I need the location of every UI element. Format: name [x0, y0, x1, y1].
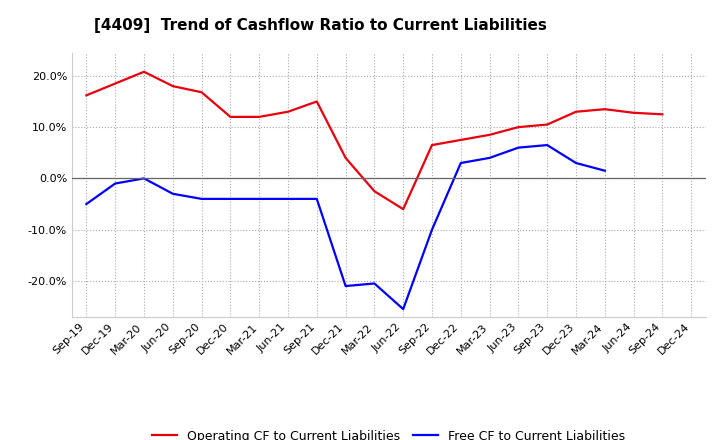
Operating CF to Current Liabilities [543, 122, 552, 127]
Line: Operating CF to Current Liabilities: Operating CF to Current Liabilities [86, 72, 662, 209]
Operating CF to Current Liabilities [255, 114, 264, 120]
Free CF to Current Liabilities [485, 155, 494, 161]
Free CF to Current Liabilities [600, 168, 609, 173]
Line: Free CF to Current Liabilities: Free CF to Current Liabilities [86, 145, 605, 309]
Free CF to Current Liabilities [111, 181, 120, 186]
Free CF to Current Liabilities [370, 281, 379, 286]
Operating CF to Current Liabilities [341, 155, 350, 161]
Operating CF to Current Liabilities [197, 90, 206, 95]
Free CF to Current Liabilities [543, 143, 552, 148]
Free CF to Current Liabilities [140, 176, 148, 181]
Free CF to Current Liabilities [197, 196, 206, 202]
Free CF to Current Liabilities [341, 283, 350, 289]
Operating CF to Current Liabilities [82, 93, 91, 98]
Operating CF to Current Liabilities [226, 114, 235, 120]
Free CF to Current Liabilities [514, 145, 523, 150]
Operating CF to Current Liabilities [399, 206, 408, 212]
Free CF to Current Liabilities [399, 307, 408, 312]
Free CF to Current Liabilities [456, 160, 465, 165]
Free CF to Current Liabilities [312, 196, 321, 202]
Operating CF to Current Liabilities [284, 109, 292, 114]
Free CF to Current Liabilities [572, 160, 580, 165]
Free CF to Current Liabilities [226, 196, 235, 202]
Operating CF to Current Liabilities [572, 109, 580, 114]
Operating CF to Current Liabilities [658, 112, 667, 117]
Free CF to Current Liabilities [428, 227, 436, 232]
Legend: Operating CF to Current Liabilities, Free CF to Current Liabilities: Operating CF to Current Liabilities, Fre… [148, 425, 630, 440]
Operating CF to Current Liabilities [600, 106, 609, 112]
Free CF to Current Liabilities [255, 196, 264, 202]
Operating CF to Current Liabilities [140, 69, 148, 74]
Operating CF to Current Liabilities [456, 137, 465, 143]
Operating CF to Current Liabilities [428, 143, 436, 148]
Operating CF to Current Liabilities [312, 99, 321, 104]
Free CF to Current Liabilities [168, 191, 177, 196]
Operating CF to Current Liabilities [514, 125, 523, 130]
Operating CF to Current Liabilities [168, 84, 177, 89]
Free CF to Current Liabilities [82, 202, 91, 207]
Operating CF to Current Liabilities [111, 81, 120, 86]
Operating CF to Current Liabilities [370, 189, 379, 194]
Free CF to Current Liabilities [284, 196, 292, 202]
Operating CF to Current Liabilities [629, 110, 638, 115]
Operating CF to Current Liabilities [485, 132, 494, 137]
Text: [4409]  Trend of Cashflow Ratio to Current Liabilities: [4409] Trend of Cashflow Ratio to Curren… [94, 18, 546, 33]
